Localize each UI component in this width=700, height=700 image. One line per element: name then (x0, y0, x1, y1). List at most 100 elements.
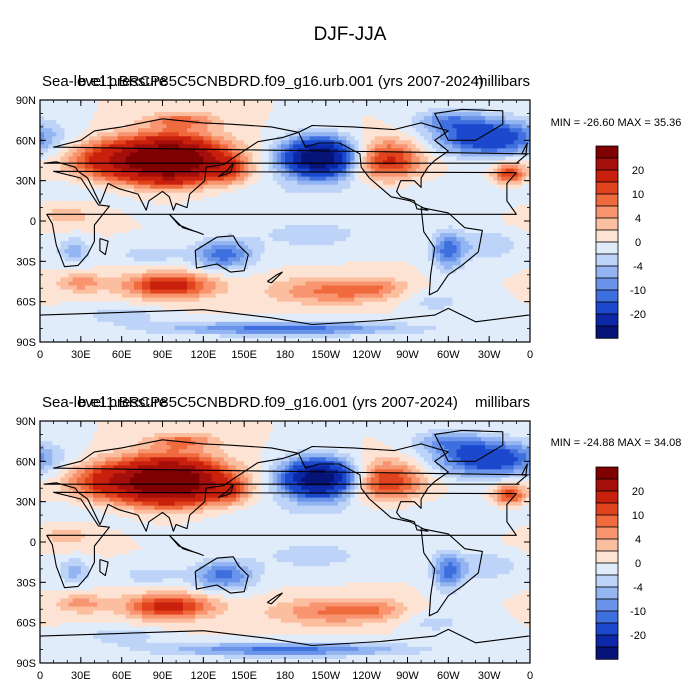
field-cell (93, 164, 98, 170)
field-cell (101, 136, 106, 141)
field-cell (395, 221, 400, 226)
field-cell (280, 156, 286, 162)
field-cell (215, 257, 221, 262)
field-cell (444, 241, 449, 246)
field-cell (411, 241, 417, 246)
field-cell (113, 188, 119, 194)
field-cell (256, 257, 262, 262)
field-cell (52, 216, 57, 222)
field-cell (427, 172, 433, 178)
field-cell (109, 116, 115, 121)
field-cell (317, 261, 323, 266)
field-cell (162, 225, 168, 230)
field-cell (415, 120, 421, 125)
field-cell (517, 144, 523, 149)
field-cell (358, 245, 364, 250)
field-cell (329, 168, 335, 174)
field-cell (256, 180, 262, 186)
field-cell (105, 257, 111, 262)
field-cell (219, 237, 225, 242)
field-cell (199, 229, 204, 234)
field-cell (142, 132, 147, 137)
field-cell (223, 128, 229, 133)
field-cell (260, 108, 266, 113)
field-cell (358, 172, 364, 178)
field-cell (342, 100, 347, 105)
field-cell (464, 180, 470, 186)
field-cell (219, 196, 225, 202)
field-cell (407, 261, 413, 266)
field-cell (158, 184, 164, 190)
field-cell (68, 237, 74, 242)
field-cell (223, 176, 229, 182)
field-cell (182, 152, 188, 158)
field-cell (219, 225, 225, 230)
field-cell (423, 257, 429, 262)
field-cell (383, 229, 388, 234)
field-cell (146, 152, 151, 158)
field-cell (76, 124, 82, 129)
field-cell (199, 200, 204, 206)
field-cell (138, 237, 143, 242)
field-cell (268, 212, 274, 218)
field-cell (301, 124, 307, 129)
field-cell (84, 196, 90, 202)
field-cell (187, 168, 192, 174)
field-cell (468, 120, 474, 125)
field-cell (76, 116, 82, 121)
field-cell (419, 180, 425, 186)
field-cell (370, 204, 376, 210)
field-cell (272, 221, 278, 226)
field-cell (293, 216, 298, 222)
field-cell (240, 112, 245, 117)
field-cell (187, 200, 192, 206)
field-cell (301, 192, 307, 198)
field-cell (72, 237, 78, 242)
field-cell (329, 144, 335, 149)
field-cell (350, 180, 356, 186)
field-cell (419, 221, 425, 226)
field-cell (129, 104, 135, 109)
field-cell (464, 221, 470, 226)
field-cell (325, 237, 331, 242)
field-cell (383, 100, 388, 105)
field-cell (191, 180, 196, 186)
field-cell (129, 237, 135, 242)
field-cell (211, 156, 217, 162)
field-cell (203, 104, 209, 109)
field-cell (231, 208, 237, 214)
field-cell (97, 229, 102, 234)
field-cell (166, 253, 172, 258)
field-cell (248, 229, 253, 234)
field-cell (423, 200, 429, 206)
field-cell (411, 124, 417, 129)
field-cell (105, 168, 111, 174)
field-cell (121, 172, 127, 178)
field-cell (133, 136, 139, 141)
field-cell (407, 132, 413, 137)
field-cell (399, 180, 405, 186)
field-cell (203, 100, 209, 105)
field-cell (481, 156, 486, 162)
field-cell (256, 100, 262, 105)
field-cell (231, 176, 237, 182)
field-cell (313, 204, 319, 210)
field-cell (432, 128, 437, 133)
field-cell (509, 176, 515, 182)
field-cell (501, 172, 507, 178)
field-cell (240, 176, 245, 182)
field-cell (334, 196, 339, 202)
field-cell (452, 124, 458, 129)
field-cell (89, 124, 94, 129)
field-cell (68, 108, 74, 113)
field-cell (440, 112, 445, 117)
field-cell (182, 216, 188, 222)
field-cell (268, 184, 274, 190)
field-cell (264, 200, 270, 206)
field-cell (481, 261, 486, 266)
field-cell (187, 132, 192, 137)
field-cell (427, 245, 433, 250)
field-cell (317, 241, 323, 246)
field-cell (166, 116, 172, 121)
field-cell (305, 188, 311, 194)
